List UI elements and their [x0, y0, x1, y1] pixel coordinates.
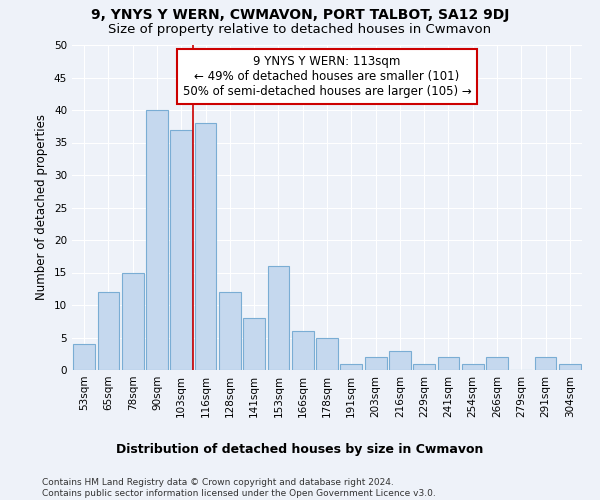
Text: 9, YNYS Y WERN, CWMAVON, PORT TALBOT, SA12 9DJ: 9, YNYS Y WERN, CWMAVON, PORT TALBOT, SA…	[91, 8, 509, 22]
Bar	[194, 123, 217, 370]
Bar	[340, 364, 362, 370]
Bar	[365, 357, 386, 370]
Text: 9 YNYS Y WERN: 113sqm
← 49% of detached houses are smaller (101)
50% of semi-det: 9 YNYS Y WERN: 113sqm ← 49% of detached …	[182, 54, 472, 98]
Bar	[243, 318, 265, 370]
Text: Distribution of detached houses by size in Cwmavon: Distribution of detached houses by size …	[116, 442, 484, 456]
Bar	[535, 357, 556, 370]
Bar	[122, 272, 143, 370]
Bar	[146, 110, 168, 370]
Y-axis label: Number of detached properties: Number of detached properties	[35, 114, 49, 300]
Bar	[462, 364, 484, 370]
Bar	[268, 266, 289, 370]
Text: Contains HM Land Registry data © Crown copyright and database right 2024.
Contai: Contains HM Land Registry data © Crown c…	[42, 478, 436, 498]
Bar	[316, 338, 338, 370]
Bar	[413, 364, 435, 370]
Bar	[170, 130, 192, 370]
Text: Size of property relative to detached houses in Cwmavon: Size of property relative to detached ho…	[109, 22, 491, 36]
Bar	[559, 364, 581, 370]
Bar	[97, 292, 119, 370]
Bar	[486, 357, 508, 370]
Bar	[292, 331, 314, 370]
Bar	[437, 357, 460, 370]
Bar	[389, 350, 411, 370]
Bar	[219, 292, 241, 370]
Bar	[73, 344, 95, 370]
